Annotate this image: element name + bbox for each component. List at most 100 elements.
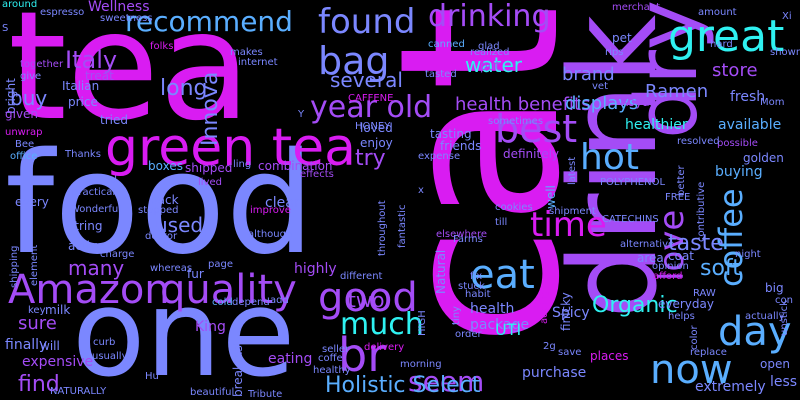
word-found: found [318, 2, 416, 42]
word-eat: eat [470, 252, 535, 298]
word-honey: HONEY [355, 121, 391, 132]
word-healthy: healthy [313, 365, 351, 376]
word-caffene: CAFFENE [348, 93, 394, 104]
word-curb: curb [93, 337, 116, 348]
word-day: day [718, 309, 792, 355]
word-catechins: CATECHINS [602, 214, 659, 225]
word-extremely: extremely [695, 379, 766, 395]
word-doctor: doctor [145, 231, 178, 242]
word-clean: clean [265, 195, 303, 211]
word-vet: vet [592, 81, 608, 92]
word-resolved: resolved [677, 136, 720, 147]
word-used: used [155, 213, 204, 237]
word-year-old: year old [310, 90, 433, 125]
word-natural: Natural [434, 249, 448, 294]
word-given: given [5, 107, 39, 121]
word-whereas: whereas [150, 263, 193, 274]
word-buying: buying [715, 164, 763, 180]
word-store: store [712, 60, 758, 81]
word-string: string [68, 219, 103, 233]
word-kid: kid [102, 175, 117, 186]
word-xi: Xi [782, 11, 792, 22]
word-great: great [668, 11, 785, 62]
word-usually: usually [92, 351, 128, 362]
word-rips: rips [605, 47, 624, 58]
word-sweetness: sweetness [100, 13, 153, 24]
word-br: br [338, 328, 387, 382]
word-time: time [530, 205, 607, 245]
word-night: night [735, 249, 761, 260]
word-high: HIGH [417, 310, 428, 336]
word-lived: lived [198, 177, 222, 188]
word-improve: improve [250, 205, 291, 216]
word-cookies: cookies [495, 202, 533, 213]
word-beautiful: beautiful [190, 387, 235, 398]
word-helps: helps [668, 311, 695, 322]
word-sure: sure [18, 313, 57, 334]
word-recommend: recommend [125, 5, 293, 38]
word-much: much [340, 307, 424, 342]
word-soft: soft [700, 256, 741, 281]
word-enjoy: enjoy [360, 136, 393, 150]
word-long: long [160, 76, 208, 101]
word-free: FREE [665, 192, 691, 203]
word-shipment: shipment [549, 206, 596, 217]
word-x: x [418, 185, 424, 196]
word-organic: Organic [592, 293, 678, 318]
word-fantastic: fantastic [397, 204, 408, 248]
word-find: find [18, 372, 60, 397]
word-latest: latest [567, 156, 578, 185]
word-tried: tried [100, 113, 128, 127]
word-contributive: contributive [696, 181, 707, 242]
word-combination: combination [258, 159, 333, 173]
word-several: several [330, 68, 403, 92]
word-loved: loved [360, 121, 393, 135]
word-buy: buy [10, 86, 48, 110]
word-innova: Innova [198, 71, 223, 146]
word-habit: habit [465, 289, 491, 300]
word-replace: replace [690, 347, 727, 358]
word-stuck: stuck [458, 281, 485, 292]
word-boxes: boxes [148, 159, 183, 173]
word-pet: pet [612, 31, 632, 45]
word-save: save [558, 347, 582, 358]
word-coat: coat [668, 249, 694, 263]
word-fur: fur [187, 267, 204, 281]
word-ling: ling [233, 159, 252, 170]
word-water: water [465, 53, 522, 77]
word-internet: internet [238, 57, 278, 68]
word-king: King [195, 319, 226, 335]
word-practical: practical [72, 187, 116, 198]
word-give: give [20, 71, 42, 82]
word-amazon: Amazon [8, 267, 170, 313]
word-alternative: alternative [620, 239, 675, 250]
word-sometimes: sometimes [488, 116, 544, 127]
word-naturally: NATURALLY [50, 386, 107, 397]
word-wonderful: Wonderful [70, 204, 122, 215]
word-golden: golden [743, 151, 784, 165]
word-green-tea: green tea [105, 118, 356, 178]
word-milk: milk [45, 303, 71, 317]
word-although: although [248, 229, 293, 240]
word-possible: possible [717, 138, 758, 149]
word-hard: hard [710, 39, 733, 50]
word-different: different [340, 271, 383, 282]
word-definitely: definitely [503, 147, 560, 161]
word-together: together [20, 59, 64, 70]
word-hot: hot [580, 137, 639, 178]
word-active: active [68, 239, 105, 253]
word-open: open [760, 357, 790, 371]
word-wellness: Wellness [88, 0, 150, 15]
word-health: health [470, 301, 515, 317]
word-places: places [590, 349, 629, 363]
word-big: big [765, 281, 784, 295]
word-charge: charge [100, 249, 135, 260]
word-glad: glad [478, 41, 500, 52]
word-try: try [355, 146, 386, 171]
word-morning: morning [400, 359, 442, 370]
word-area: area [637, 251, 664, 265]
word-royal: Royal [620, 95, 653, 109]
word-depend: depend [232, 297, 270, 308]
word-price: price [68, 95, 98, 109]
